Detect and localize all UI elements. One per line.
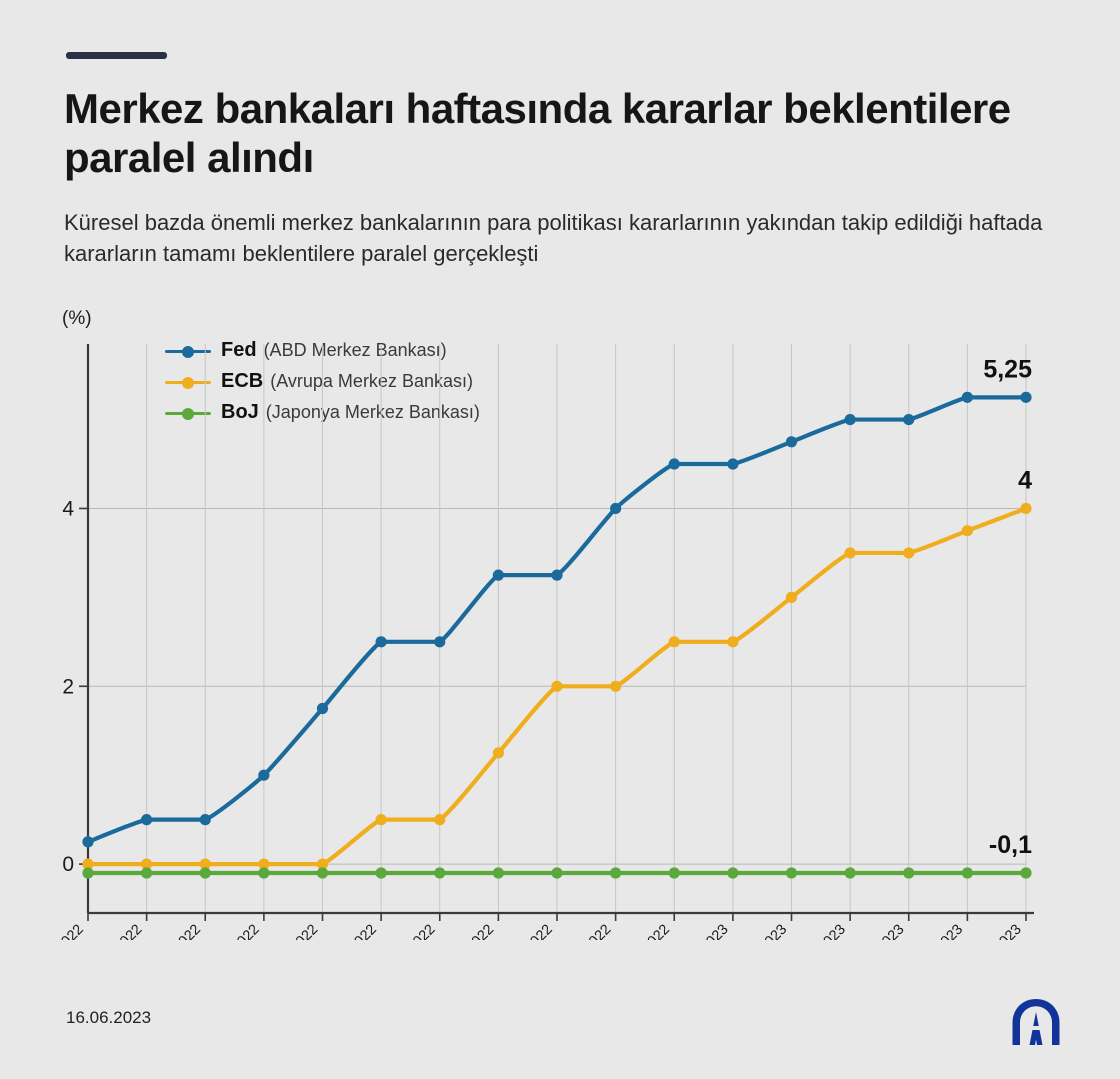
- x-axis-tick-label: 31.05.2023: [904, 922, 967, 940]
- x-axis-tick-label: 29.04.2022: [141, 922, 204, 940]
- legend-label-ecb: ECB: [221, 370, 264, 392]
- data-point-boj[interactable]: [375, 867, 387, 879]
- data-point-fed[interactable]: [727, 458, 739, 470]
- x-axis-tick-label: 31.10.2022: [493, 922, 556, 940]
- data-point-fed[interactable]: [434, 636, 446, 648]
- x-axis-tick-label: 29.07.2022: [317, 922, 380, 940]
- x-axis-tick-label: 31.03.2023: [786, 922, 849, 940]
- end-value-label-boj: -0,1: [989, 831, 1032, 859]
- data-point-fed[interactable]: [82, 836, 94, 848]
- data-point-ecb[interactable]: [434, 814, 446, 826]
- data-point-ecb[interactable]: [610, 680, 622, 692]
- y-axis-tick-label: 0: [62, 853, 74, 876]
- data-point-boj[interactable]: [1020, 867, 1032, 879]
- legend-label-fed: Fed: [221, 339, 257, 361]
- data-point-boj[interactable]: [610, 867, 622, 879]
- data-point-boj[interactable]: [82, 867, 94, 879]
- data-point-ecb[interactable]: [199, 858, 211, 870]
- data-point-fed[interactable]: [961, 391, 973, 403]
- legend-desc-ecb: (Avrupa Merkez Bankası): [270, 371, 473, 391]
- legend-desc-fed: (ABD Merkez Bankası): [263, 340, 447, 360]
- data-point-boj[interactable]: [316, 867, 329, 879]
- data-point-ecb[interactable]: [903, 547, 915, 559]
- data-point-ecb[interactable]: [961, 525, 973, 537]
- data-point-ecb[interactable]: [375, 814, 387, 826]
- x-axis-tick-label: 30.06.2022: [259, 922, 322, 940]
- x-axis-tick-label: 30.09.2022: [435, 922, 498, 940]
- data-point-ecb[interactable]: [844, 547, 856, 559]
- data-point-fed[interactable]: [375, 636, 387, 648]
- data-point-boj[interactable]: [141, 867, 153, 879]
- x-axis-tick-label: 15.06.2023: [962, 922, 1025, 940]
- chart-legend: Fed (ABD Merkez Bankası) ECB (Avrupa Mer…: [165, 335, 480, 428]
- data-point-fed[interactable]: [1020, 391, 1032, 403]
- y-axis-unit-label: (%): [62, 308, 92, 329]
- page-subtitle: Küresel bazda önemli merkez bankalarının…: [64, 210, 1043, 267]
- x-axis-tick-label: 28.02.2022: [24, 922, 87, 940]
- data-point-ecb[interactable]: [492, 747, 504, 759]
- data-point-fed[interactable]: [316, 702, 329, 715]
- data-point-boj[interactable]: [844, 867, 856, 879]
- data-point-ecb[interactable]: [668, 636, 680, 648]
- data-point-fed[interactable]: [903, 413, 915, 426]
- anadolu-agency-logo: [1012, 999, 1060, 1045]
- legend-marker-boj-icon: [165, 406, 211, 420]
- end-value-label-fed: 5,25: [983, 355, 1032, 383]
- chart-container: (%) Fed (ABD Merkez Bankası) ECB (Avrupa…: [0, 300, 1120, 940]
- legend-marker-fed-icon: [165, 344, 211, 358]
- accent-bar: [66, 52, 167, 59]
- legend-item-ecb[interactable]: ECB (Avrupa Merkez Bankası): [165, 366, 480, 397]
- data-point-boj[interactable]: [668, 867, 680, 879]
- data-point-fed[interactable]: [610, 502, 622, 515]
- data-point-boj[interactable]: [903, 867, 915, 879]
- data-point-fed[interactable]: [258, 769, 270, 781]
- legend-item-boj[interactable]: BoJ (Japonya Merkez Bankası): [165, 397, 480, 428]
- data-point-ecb[interactable]: [82, 858, 94, 870]
- x-axis-tick-label: 30.11.2022: [553, 922, 615, 940]
- data-point-boj[interactable]: [258, 867, 270, 879]
- legend-label-boj: BoJ: [221, 401, 259, 423]
- data-point-ecb[interactable]: [1020, 502, 1032, 515]
- data-point-boj[interactable]: [434, 867, 446, 879]
- data-point-ecb[interactable]: [141, 858, 153, 870]
- data-point-ecb[interactable]: [785, 591, 798, 603]
- data-point-boj[interactable]: [199, 867, 211, 879]
- footer-date: 16.06.2023: [66, 1008, 152, 1027]
- line-chart-svg: 02428.02.202231.03.202229.04.202231.05.2…: [24, 344, 1034, 940]
- data-point-boj[interactable]: [727, 867, 739, 879]
- x-axis-tick-label: 30.12.2022: [610, 922, 673, 940]
- data-point-fed[interactable]: [551, 569, 563, 581]
- legend-marker-ecb-icon: [165, 375, 211, 389]
- data-point-ecb[interactable]: [551, 680, 563, 692]
- data-point-fed[interactable]: [668, 458, 680, 470]
- data-point-fed[interactable]: [844, 413, 856, 426]
- data-point-ecb[interactable]: [316, 858, 329, 870]
- page-title: Merkez bankaları haftasında kararlar bek…: [64, 85, 1011, 181]
- legend-desc-boj: (Japonya Merkez Bankası): [265, 402, 480, 422]
- x-axis-tick-label: 31.08.2022: [376, 922, 439, 940]
- data-point-fed[interactable]: [785, 436, 798, 448]
- data-point-boj[interactable]: [961, 867, 973, 879]
- data-point-boj[interactable]: [492, 867, 504, 879]
- x-axis-tick-label: 31.01.2023: [669, 922, 732, 940]
- data-point-fed[interactable]: [199, 814, 211, 826]
- x-axis-tick-label: 31.03.2022: [83, 922, 146, 940]
- data-point-fed[interactable]: [141, 814, 153, 826]
- data-point-ecb[interactable]: [727, 636, 739, 648]
- x-axis-tick-label: 28.02.2023: [728, 922, 791, 940]
- end-value-label-ecb: 4: [1018, 466, 1032, 494]
- data-point-fed[interactable]: [492, 569, 504, 581]
- y-axis-tick-label: 4: [62, 497, 74, 520]
- legend-item-fed[interactable]: Fed (ABD Merkez Bankası): [165, 335, 480, 366]
- y-axis-tick-label: 2: [62, 675, 74, 698]
- data-point-boj[interactable]: [551, 867, 563, 879]
- data-point-boj[interactable]: [785, 867, 798, 879]
- data-point-ecb[interactable]: [258, 858, 270, 870]
- x-axis-tick-label: 31.05.2022: [200, 922, 263, 940]
- x-axis-tick-label: 28.04.2023: [845, 922, 908, 940]
